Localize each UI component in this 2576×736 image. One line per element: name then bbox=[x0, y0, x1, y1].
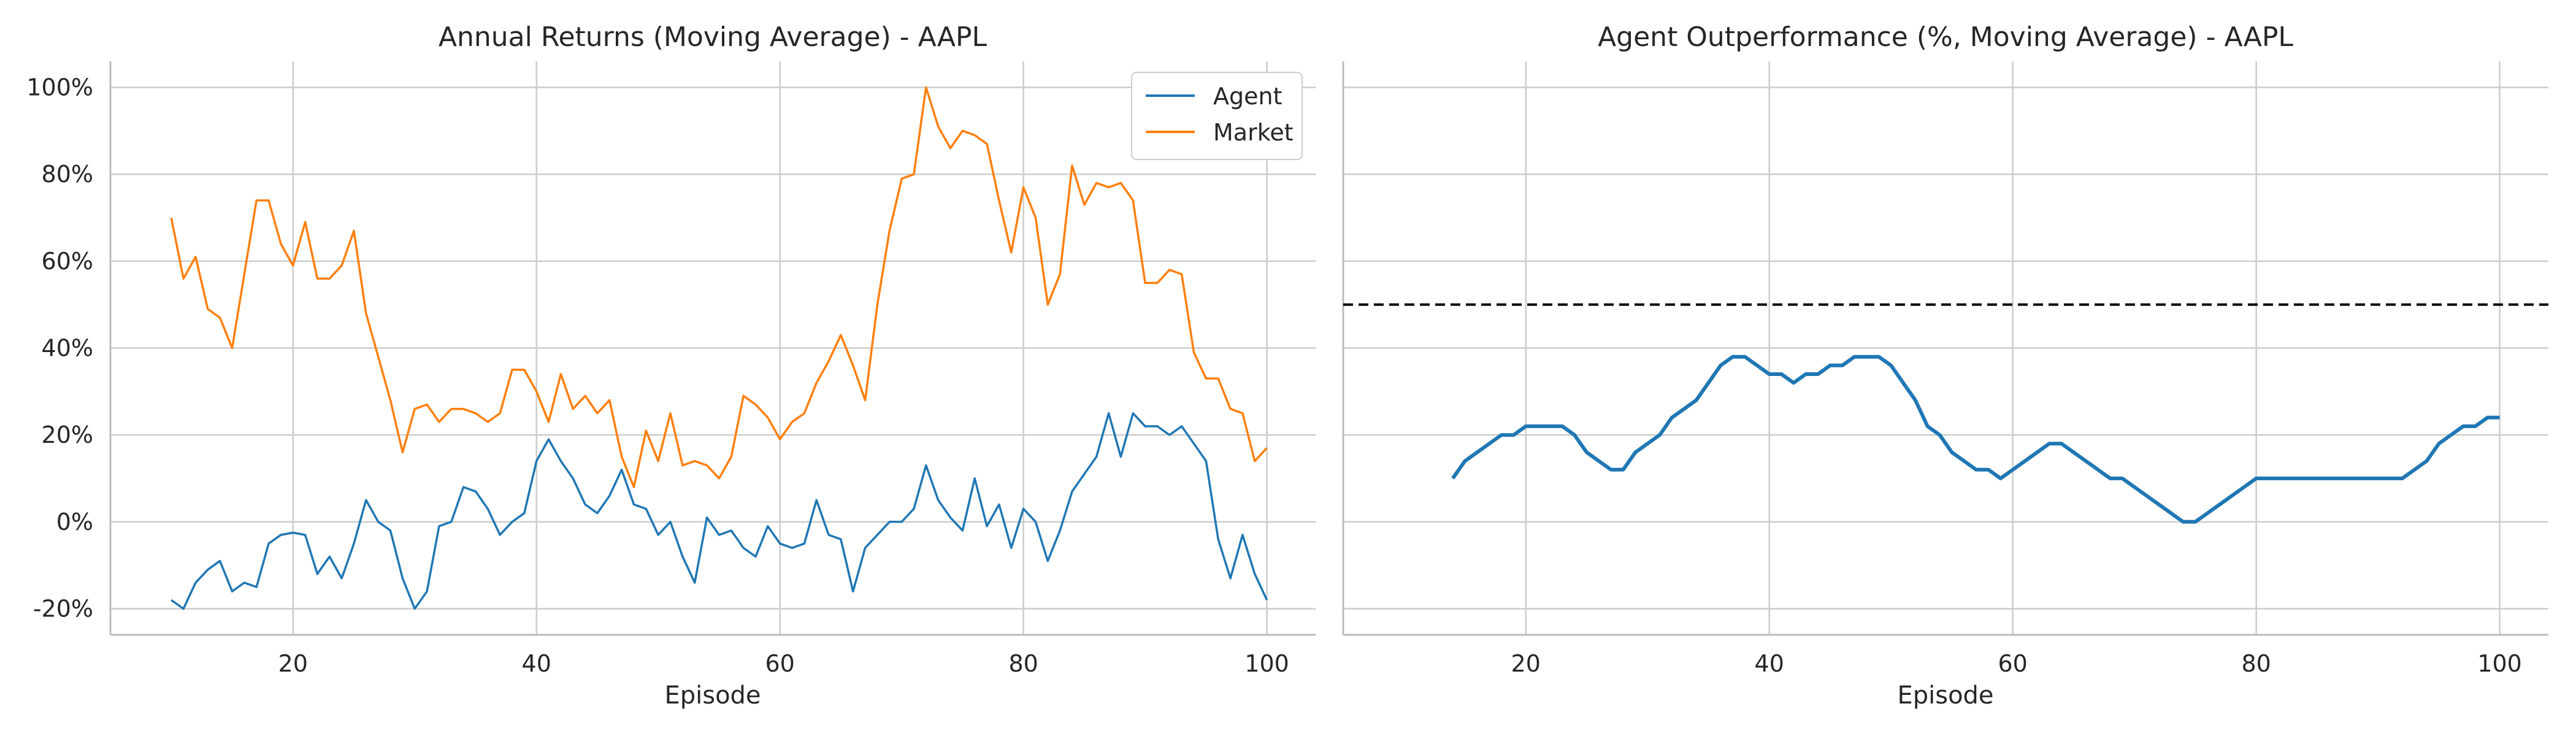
returns-chart: Annual Returns (Moving Average) - AAPL -… bbox=[26, 21, 1316, 710]
y-tick-label: 100% bbox=[26, 74, 93, 101]
outperformance-chart-title: Agent Outperformance (%, Moving Average)… bbox=[1598, 21, 2293, 53]
legend-market-label: Market bbox=[1213, 119, 1294, 146]
legend: Agent Market bbox=[1131, 72, 1303, 160]
x-tick-label: 60 bbox=[1998, 650, 2027, 677]
x-tick-label: 40 bbox=[522, 650, 551, 677]
x-tick-label: 20 bbox=[1511, 650, 1541, 677]
returns-chart-y-ticks: -20% 0% 20% 40% 60% 80% 100% bbox=[26, 74, 93, 623]
outperformance-chart: Agent Outperformance (%, Moving Average)… bbox=[1342, 21, 2548, 710]
returns-chart-axes bbox=[109, 61, 1316, 636]
agent-line bbox=[171, 412, 1268, 610]
y-tick-label: -20% bbox=[33, 596, 93, 623]
outperformance-chart-series bbox=[1451, 355, 2500, 524]
market-line bbox=[170, 86, 1268, 488]
legend-frame bbox=[1131, 72, 1303, 160]
y-tick-label: 40% bbox=[42, 335, 93, 362]
x-tick-label: 100 bbox=[2477, 650, 2522, 677]
y-tick-label: 0% bbox=[56, 508, 93, 535]
x-tick-label: 60 bbox=[765, 650, 794, 677]
returns-chart-x-label: Episode bbox=[664, 681, 761, 710]
y-tick-label: 80% bbox=[42, 161, 93, 188]
outperformance-chart-grid bbox=[1343, 61, 2548, 635]
outperformance-chart-x-label: Episode bbox=[1897, 681, 1993, 710]
y-tick-label: 60% bbox=[42, 248, 93, 275]
x-tick-label: 80 bbox=[2241, 650, 2271, 677]
outperformance-line bbox=[1451, 355, 2500, 524]
outperformance-chart-x-ticks: 20 40 60 80 100 bbox=[1511, 650, 2522, 677]
returns-chart-x-ticks: 20 40 60 80 100 bbox=[278, 650, 1289, 677]
returns-chart-title: Annual Returns (Moving Average) - AAPL bbox=[439, 21, 987, 53]
legend-agent-label: Agent bbox=[1213, 83, 1282, 110]
returns-chart-series bbox=[170, 86, 1268, 610]
y-tick-label: 20% bbox=[42, 421, 93, 448]
x-tick-label: 100 bbox=[1244, 650, 1289, 677]
outperformance-chart-axes bbox=[1342, 61, 2548, 636]
x-tick-label: 40 bbox=[1755, 650, 1784, 677]
x-tick-label: 20 bbox=[278, 650, 308, 677]
x-tick-label: 80 bbox=[1008, 650, 1038, 677]
